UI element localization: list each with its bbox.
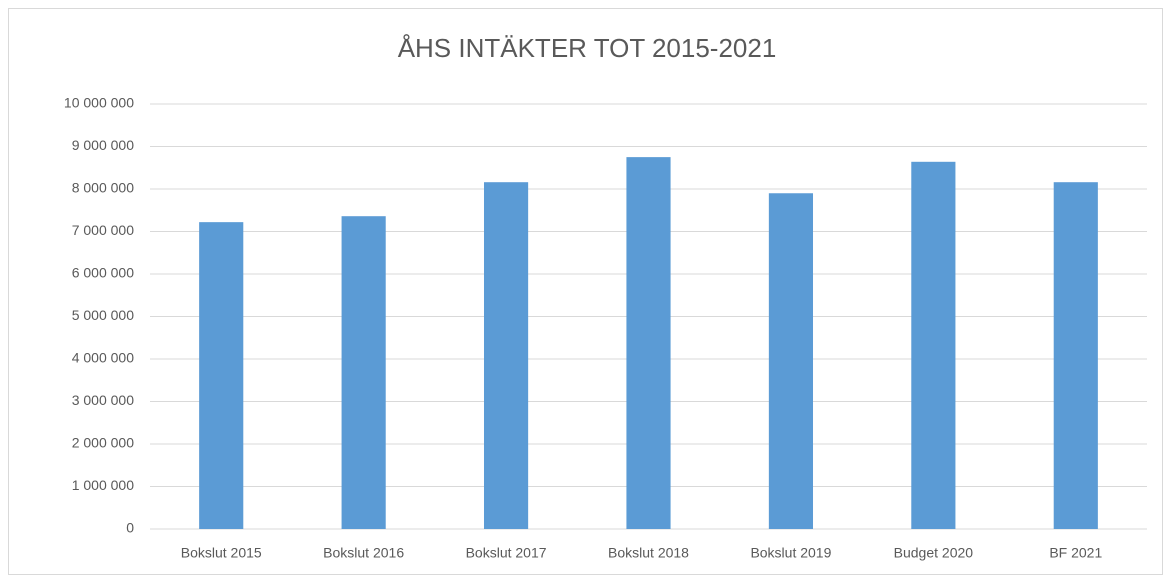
y-tick-label: 10 000 000 — [64, 95, 134, 111]
y-tick-label: 8 000 000 — [72, 180, 134, 196]
x-tick-label: Bokslut 2018 — [608, 545, 689, 561]
chart-title: ÅHS INTÄKTER TOT 2015-2021 — [398, 33, 777, 63]
bar — [768, 193, 814, 529]
bar — [341, 216, 386, 529]
y-tick-label: 5 000 000 — [72, 307, 134, 323]
bar — [483, 182, 529, 529]
x-tick-label: Bokslut 2016 — [323, 545, 404, 561]
y-tick-label: 1 000 000 — [72, 477, 134, 493]
y-tick-label: 2 000 000 — [72, 435, 134, 451]
x-tick-label: Bokslut 2015 — [181, 545, 262, 561]
bar — [626, 157, 671, 529]
x-tick-label: Bokslut 2017 — [466, 545, 547, 561]
y-tick-label: 9 000 000 — [72, 137, 134, 153]
bar — [1053, 182, 1098, 529]
y-tick-label: 3 000 000 — [72, 392, 134, 408]
chart-frame — [8, 8, 1163, 575]
bar — [911, 161, 956, 530]
y-tick-label: 0 — [126, 520, 134, 536]
x-tick-label: Bokslut 2019 — [750, 545, 831, 561]
x-tick-label: Budget 2020 — [894, 545, 974, 561]
y-tick-label: 6 000 000 — [72, 265, 134, 281]
y-tick-label: 4 000 000 — [72, 350, 134, 366]
y-tick-label: 7 000 000 — [72, 222, 134, 238]
x-tick-label: BF 2021 — [1049, 545, 1102, 561]
bar — [199, 222, 244, 529]
